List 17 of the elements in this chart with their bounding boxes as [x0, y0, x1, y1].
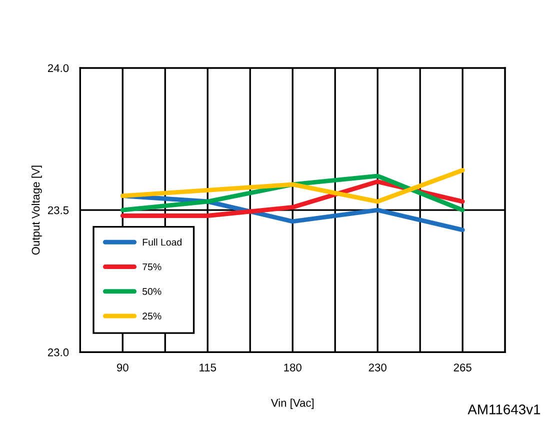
x-tick-label: 230 — [368, 364, 386, 372]
y-tick-label: 23.5 — [48, 206, 69, 214]
y-axis-title: Output Voltage [V] — [32, 166, 42, 255]
line-series — [120, 174, 465, 212]
x-tick-label: 90 — [116, 364, 128, 372]
y-tick-label: 24.0 — [48, 64, 69, 72]
line-series — [120, 168, 465, 204]
x-tick-label: 180 — [284, 364, 302, 372]
x-axis-title: Vin [Vac] — [270, 398, 314, 409]
legend-label: 75% — [142, 263, 162, 270]
text: AM11643v1 — [468, 404, 540, 414]
legend-label: Full Load — [142, 238, 182, 246]
legend-label: 25% — [142, 312, 162, 320]
legend-label: 50% — [142, 288, 162, 295]
x-tick-label: 115 — [200, 364, 216, 372]
x-tick-label: 265 — [454, 364, 472, 372]
y-tick-label: 23.0 — [48, 348, 69, 356]
